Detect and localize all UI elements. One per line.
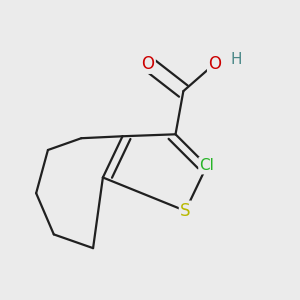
- Text: H: H: [231, 52, 242, 67]
- Text: O: O: [208, 55, 221, 73]
- Text: Cl: Cl: [200, 158, 214, 173]
- Text: O: O: [142, 55, 154, 73]
- Text: S: S: [180, 202, 190, 220]
